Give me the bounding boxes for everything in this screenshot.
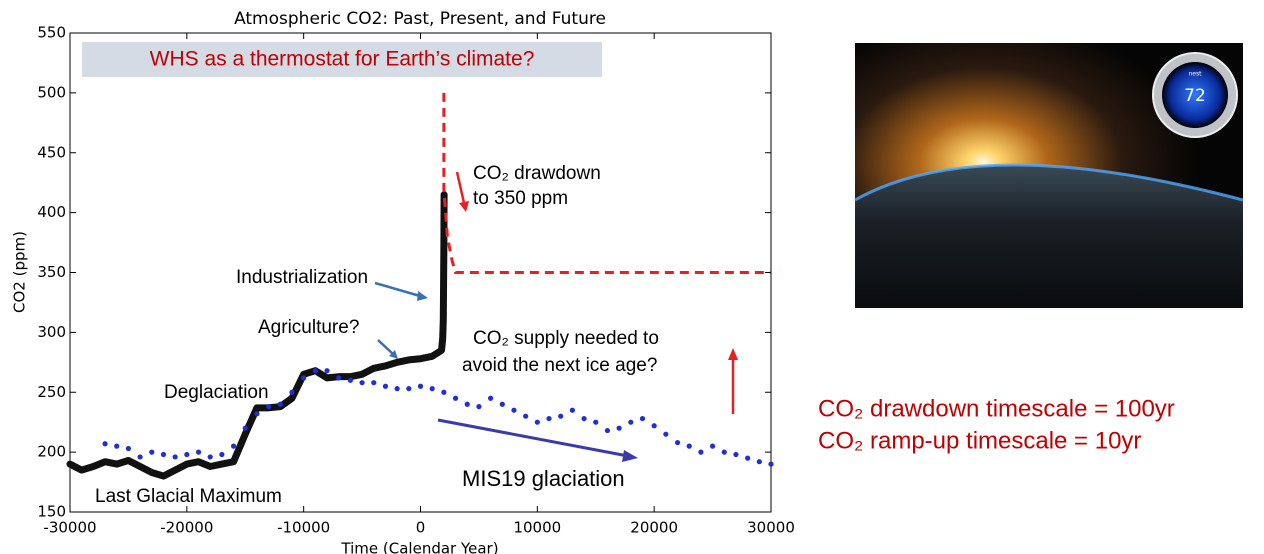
data-point: [184, 452, 189, 457]
data-point: [278, 402, 283, 407]
data-point: [313, 368, 318, 373]
y-tick-label: 450: [37, 143, 66, 161]
data-point: [675, 440, 680, 445]
y-tick-label: 350: [37, 263, 66, 281]
data-point: [698, 450, 703, 455]
data-point: [453, 396, 458, 401]
data-point: [231, 444, 236, 449]
data-point: [406, 386, 411, 391]
x-tick-label: -10000: [277, 519, 330, 537]
x-tick-label: -30000: [43, 519, 96, 537]
data-point: [605, 428, 610, 433]
photo: nest 72: [855, 43, 1243, 308]
annotation: avoid the next ice age?: [462, 355, 657, 376]
data-point: [383, 384, 388, 389]
data-point: [102, 441, 107, 446]
x-tick-label: 30000: [747, 519, 795, 537]
annotation: Agriculture?: [258, 317, 359, 338]
data-point: [476, 404, 481, 409]
data-point: [757, 459, 762, 464]
data-point: [418, 384, 423, 389]
side-note: CO₂ ramp-up timescale = 10yr: [818, 427, 1141, 454]
data-point: [254, 411, 259, 416]
data-point: [617, 426, 622, 431]
data-point: [500, 402, 505, 407]
data-point: [149, 450, 154, 455]
data-point: [546, 416, 551, 421]
side-note: CO₂ drawdown timescale = 100yr: [818, 395, 1175, 422]
data-point: [324, 368, 329, 373]
data-point: [336, 375, 341, 380]
data-point: [640, 416, 645, 421]
data-point: [581, 416, 586, 421]
y-tick-label: 550: [37, 24, 66, 42]
x-tick-label: 10000: [513, 519, 561, 537]
data-point: [114, 444, 119, 449]
data-point: [593, 420, 598, 425]
data-point: [266, 404, 271, 409]
data-point: [768, 462, 773, 467]
data-point: [465, 402, 470, 407]
slide: WHS as a thermostat for Earth’s climate?…: [0, 0, 1264, 554]
y-tick-label: 500: [37, 83, 66, 101]
annotation: Last Glacial Maximum: [95, 486, 282, 507]
data-point: [301, 375, 306, 380]
y-tick-label: 150: [37, 503, 66, 521]
annotation: to 350 ppm: [473, 188, 568, 209]
data-point: [511, 408, 516, 413]
data-point: [663, 432, 668, 437]
data-point: [628, 420, 633, 425]
y-axis-label: CO2 (ppm): [11, 231, 29, 313]
data-point: [126, 446, 131, 451]
data-point: [535, 420, 540, 425]
data-point: [523, 414, 528, 419]
y-tick-label: 300: [37, 323, 66, 341]
data-point: [173, 454, 178, 459]
annotation: MIS19 glaciation: [462, 466, 625, 491]
x-tick-label: -20000: [160, 519, 213, 537]
data-point: [395, 386, 400, 391]
data-point: [196, 450, 201, 455]
y-tick-label: 200: [37, 443, 66, 461]
x-axis-label: Time (Calendar Year): [340, 540, 498, 554]
annotation: Industrialization: [236, 267, 368, 288]
data-point: [745, 456, 750, 461]
data-point: [570, 408, 575, 413]
data-point: [710, 444, 715, 449]
data-point: [371, 380, 376, 385]
data-point: [219, 452, 224, 457]
thermostat-reading: 72: [1184, 86, 1206, 106]
data-point: [138, 454, 143, 459]
data-point: [348, 378, 353, 383]
data-point: [652, 423, 657, 428]
data-point: [243, 426, 248, 431]
thermostat-brand: nest: [1189, 71, 1203, 78]
data-point: [208, 454, 213, 459]
banner: WHS as a thermostat for Earth’s climate?: [150, 48, 535, 71]
annotation: CO₂ supply needed to: [473, 328, 659, 349]
y-tick-label: 250: [37, 383, 66, 401]
chart-title: Atmospheric CO2: Past, Present, and Futu…: [234, 9, 606, 29]
data-point: [733, 452, 738, 457]
data-point: [687, 444, 692, 449]
x-tick-label: 20000: [630, 519, 678, 537]
data-point: [722, 450, 727, 455]
x-tick-label: 0: [416, 519, 426, 537]
data-point: [430, 386, 435, 391]
data-point: [558, 414, 563, 419]
annotation: CO₂ drawdown: [473, 163, 601, 184]
data-point: [289, 390, 294, 395]
data-point: [161, 452, 166, 457]
data-point: [441, 390, 446, 395]
data-point: [488, 396, 493, 401]
annotation: Deglaciation: [164, 382, 269, 403]
y-tick-label: 400: [37, 203, 66, 221]
data-point: [359, 380, 364, 385]
